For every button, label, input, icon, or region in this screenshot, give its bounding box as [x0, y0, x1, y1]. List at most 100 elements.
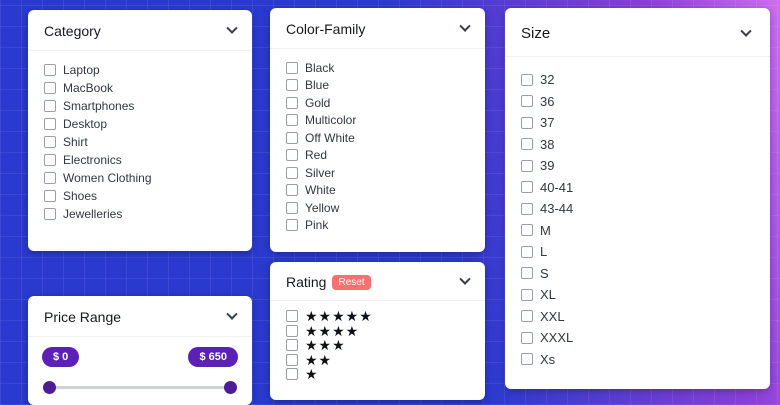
color-option[interactable]: Red	[286, 147, 469, 165]
color-option-label: Silver	[305, 165, 336, 180]
checkbox[interactable]	[286, 79, 298, 92]
checkbox[interactable]	[286, 96, 298, 109]
category-option[interactable]: Shirt	[44, 133, 236, 151]
category-option[interactable]: Smartphones	[44, 97, 236, 115]
category-option-label: MacBook	[63, 81, 114, 95]
checkbox[interactable]	[521, 138, 533, 151]
color-option[interactable]: Black	[286, 59, 469, 77]
color-option[interactable]: White	[286, 182, 469, 200]
category-option[interactable]: Desktop	[44, 115, 236, 133]
rating-title: Rating	[286, 274, 327, 290]
category-option[interactable]: Women Clothing	[44, 169, 236, 187]
size-option[interactable]: XL	[521, 284, 754, 306]
color-option[interactable]: Multicolor	[286, 112, 469, 130]
color-option[interactable]: Silver	[286, 164, 469, 182]
size-option[interactable]: XXXL	[521, 327, 754, 349]
category-option[interactable]: Jewelleries	[44, 205, 236, 223]
size-filter-card: Size 32 36 37 38	[505, 8, 770, 389]
checkbox[interactable]	[521, 116, 533, 129]
checkbox[interactable]	[521, 224, 533, 237]
rating-option[interactable]: ★★★★	[286, 324, 469, 339]
category-header[interactable]: Category	[28, 10, 252, 51]
rating-option[interactable]: ★★★	[286, 338, 469, 353]
rating-option[interactable]: ★★★★★	[286, 309, 469, 324]
size-option-label: XXXL	[540, 330, 574, 346]
checkbox[interactable]	[44, 172, 56, 184]
slider-handle-min[interactable]	[43, 381, 56, 394]
size-header[interactable]: Size	[505, 8, 770, 57]
chevron-down-icon[interactable]	[226, 22, 238, 34]
category-option[interactable]: Electronics	[44, 151, 236, 169]
checkbox[interactable]	[286, 61, 298, 74]
rating-list: ★★★★★ ★★★★ ★★★ ★★ ★	[270, 301, 485, 390]
checkbox[interactable]	[521, 245, 533, 258]
size-option[interactable]: Xs	[521, 349, 754, 371]
price-range-header[interactable]: Price Range	[28, 296, 252, 337]
size-option[interactable]: 36	[521, 91, 754, 113]
checkbox[interactable]	[286, 149, 298, 162]
size-option[interactable]: 32	[521, 69, 754, 91]
color-option[interactable]: Pink	[286, 217, 469, 235]
chevron-down-icon[interactable]	[459, 273, 471, 285]
checkbox[interactable]	[44, 82, 56, 94]
size-option[interactable]: 37	[521, 112, 754, 134]
rating-option[interactable]: ★★	[286, 353, 469, 368]
category-option[interactable]: Laptop	[44, 61, 236, 79]
chevron-down-icon[interactable]	[740, 25, 752, 37]
rating-reset-button[interactable]: Reset	[332, 274, 371, 290]
color-family-header[interactable]: Color-Family	[270, 8, 485, 49]
size-option[interactable]: 43-44	[521, 198, 754, 220]
checkbox[interactable]	[286, 219, 298, 232]
chevron-down-icon[interactable]	[226, 308, 238, 320]
checkbox[interactable]	[521, 288, 533, 301]
checkbox[interactable]	[286, 353, 298, 366]
checkbox[interactable]	[286, 131, 298, 144]
checkbox[interactable]	[286, 166, 298, 179]
checkbox[interactable]	[44, 118, 56, 130]
checkbox[interactable]	[44, 64, 56, 76]
category-option[interactable]: Shoes	[44, 187, 236, 205]
checkbox[interactable]	[521, 202, 533, 215]
price-range-slider[interactable]	[43, 381, 237, 395]
checkbox[interactable]	[521, 331, 533, 344]
size-option[interactable]: XXL	[521, 306, 754, 328]
checkbox[interactable]	[286, 184, 298, 197]
checkbox[interactable]	[521, 95, 533, 108]
size-option[interactable]: 39	[521, 155, 754, 177]
color-option[interactable]: Off White	[286, 129, 469, 147]
checkbox[interactable]	[44, 100, 56, 112]
rating-stars: ★★	[305, 351, 333, 368]
checkbox[interactable]	[44, 208, 56, 220]
checkbox[interactable]	[521, 310, 533, 323]
checkbox[interactable]	[286, 339, 298, 352]
slider-track[interactable]	[46, 386, 234, 389]
size-option[interactable]: 40-41	[521, 177, 754, 199]
checkbox[interactable]	[286, 368, 298, 381]
checkbox[interactable]	[521, 181, 533, 194]
checkbox[interactable]	[44, 154, 56, 166]
rating-option[interactable]: ★	[286, 367, 469, 382]
size-option[interactable]: M	[521, 220, 754, 242]
chevron-down-icon[interactable]	[459, 20, 471, 32]
checkbox[interactable]	[44, 136, 56, 148]
slider-handle-max[interactable]	[224, 381, 237, 394]
color-option[interactable]: Blue	[286, 77, 469, 95]
checkbox[interactable]	[521, 159, 533, 172]
size-option[interactable]: S	[521, 263, 754, 285]
checkbox[interactable]	[286, 201, 298, 214]
rating-header[interactable]: Rating Reset	[270, 262, 485, 301]
color-option[interactable]: Yellow	[286, 199, 469, 217]
category-list: Laptop MacBook Smartphones Desktop Shirt	[28, 51, 252, 235]
checkbox[interactable]	[521, 353, 533, 366]
checkbox[interactable]	[44, 190, 56, 202]
size-option[interactable]: 38	[521, 134, 754, 156]
checkbox[interactable]	[521, 267, 533, 280]
checkbox[interactable]	[521, 73, 533, 86]
color-option[interactable]: Gold	[286, 94, 469, 112]
category-option[interactable]: MacBook	[44, 79, 236, 97]
checkbox[interactable]	[286, 114, 298, 127]
size-option[interactable]: L	[521, 241, 754, 263]
checkbox[interactable]	[286, 324, 298, 337]
checkbox[interactable]	[286, 310, 298, 323]
category-option-label: Desktop	[63, 117, 108, 131]
